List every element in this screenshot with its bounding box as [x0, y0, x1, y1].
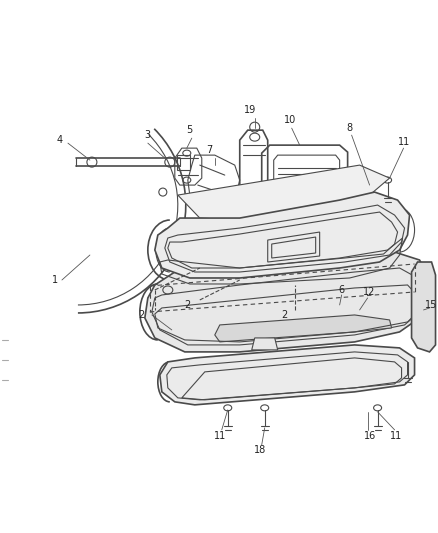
Text: 11: 11 — [399, 137, 411, 147]
Text: 2: 2 — [185, 300, 191, 310]
Text: 15: 15 — [425, 300, 438, 310]
Text: 2: 2 — [139, 310, 145, 320]
Text: 5: 5 — [187, 125, 193, 135]
Polygon shape — [155, 192, 410, 278]
Polygon shape — [252, 338, 278, 350]
Polygon shape — [145, 252, 430, 352]
Text: 3: 3 — [145, 130, 151, 140]
Text: 1: 1 — [52, 275, 58, 285]
Polygon shape — [215, 315, 392, 342]
Text: 19: 19 — [244, 105, 256, 115]
Text: 2: 2 — [282, 310, 288, 320]
Text: 8: 8 — [346, 123, 353, 133]
Text: 4: 4 — [57, 135, 63, 145]
Polygon shape — [160, 345, 414, 405]
Text: 6: 6 — [339, 285, 345, 295]
Text: 11: 11 — [390, 431, 403, 441]
Text: 7: 7 — [207, 145, 213, 155]
Polygon shape — [178, 165, 389, 220]
Text: 12: 12 — [364, 287, 376, 297]
Text: 16: 16 — [364, 431, 376, 441]
Text: 10: 10 — [283, 115, 296, 125]
Polygon shape — [412, 262, 435, 352]
Text: 11: 11 — [214, 431, 226, 441]
Text: 18: 18 — [254, 445, 266, 455]
